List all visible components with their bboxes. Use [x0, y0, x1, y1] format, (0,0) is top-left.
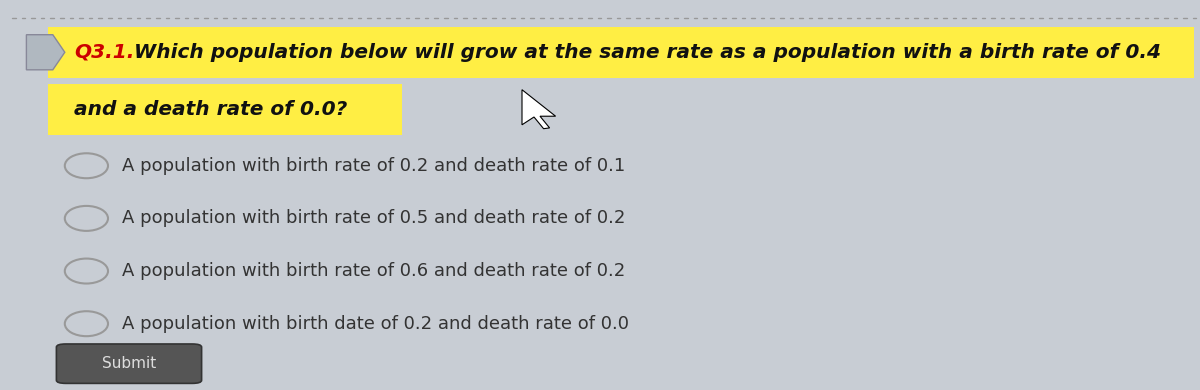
- FancyBboxPatch shape: [56, 344, 202, 383]
- Text: A population with birth rate of 0.2 and death rate of 0.1: A population with birth rate of 0.2 and …: [122, 157, 625, 175]
- Text: A population with birth rate of 0.5 and death rate of 0.2: A population with birth rate of 0.5 and …: [122, 209, 625, 227]
- Text: A population with birth date of 0.2 and death rate of 0.0: A population with birth date of 0.2 and …: [122, 315, 629, 333]
- Text: and a death rate of 0.0?: and a death rate of 0.0?: [74, 100, 348, 119]
- Text: Submit: Submit: [102, 356, 156, 371]
- Text: Q3.1.: Q3.1.: [74, 43, 134, 62]
- FancyBboxPatch shape: [48, 27, 1194, 78]
- Polygon shape: [522, 90, 556, 129]
- Text: Which population below will grow at the same rate as a population with a birth r: Which population below will grow at the …: [134, 43, 1162, 62]
- Polygon shape: [26, 35, 65, 70]
- FancyBboxPatch shape: [48, 84, 402, 135]
- Text: A population with birth rate of 0.6 and death rate of 0.2: A population with birth rate of 0.6 and …: [122, 262, 625, 280]
